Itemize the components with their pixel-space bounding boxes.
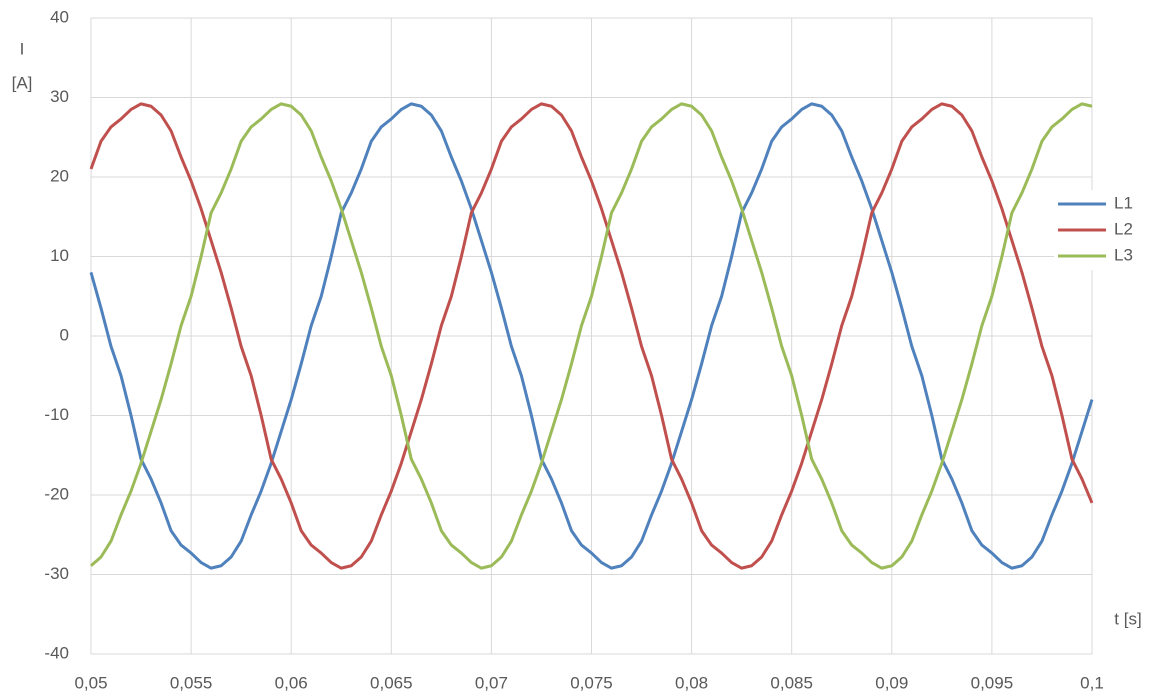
y-tick-label: 30 [50, 87, 69, 106]
y-axis-label: [A] [12, 73, 33, 92]
x-tick-label: 0,09 [875, 673, 908, 692]
x-tick-label: 0,05 [74, 673, 107, 692]
x-axis-label: t [s] [1114, 609, 1141, 628]
y-tick-label: 20 [50, 166, 69, 185]
legend-label: L1 [1114, 193, 1133, 212]
legend-label: L2 [1114, 219, 1133, 238]
y-tick-label: -10 [44, 405, 69, 424]
x-tick-label: 0,095 [971, 673, 1014, 692]
x-tick-label: 0,065 [370, 673, 413, 692]
x-tick-label: 0,08 [675, 673, 708, 692]
x-tick-label: 0,075 [570, 673, 613, 692]
x-tick-label: 0,055 [170, 673, 213, 692]
y-tick-label: -40 [44, 643, 69, 662]
series-line [89, 102, 1094, 570]
x-tick-label: 0,085 [770, 673, 813, 692]
y-tick-label: -30 [44, 564, 69, 583]
series-line [89, 102, 1094, 570]
x-tick-label: 0,06 [275, 673, 308, 692]
y-tick-label: -20 [44, 484, 69, 503]
y-axis-label: I [20, 39, 25, 58]
y-tick-label: 10 [50, 246, 69, 265]
legend-label: L3 [1114, 245, 1133, 264]
series-line [90, 102, 1093, 570]
y-tick-label: 40 [50, 7, 69, 26]
y-tick-label: 0 [60, 325, 69, 344]
x-tick-label: 0,07 [475, 673, 508, 692]
grid [90, 17, 1093, 655]
x-tick-label: 0,1 [1080, 673, 1104, 692]
